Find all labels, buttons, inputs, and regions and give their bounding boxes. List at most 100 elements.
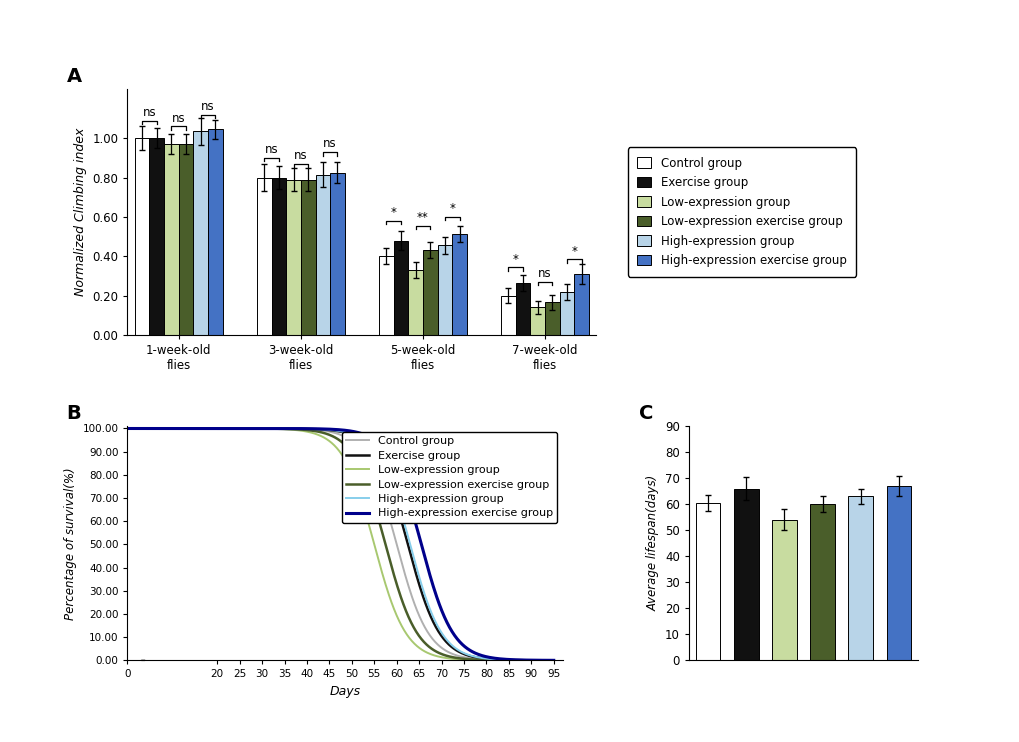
High-expression group <box>323 425 335 434</box>
Bar <box>516 283 530 335</box>
Bar <box>315 174 330 335</box>
Text: A: A <box>66 67 82 85</box>
Line: Control group: Control group <box>127 428 553 660</box>
Text: ns: ns <box>538 267 551 280</box>
Bar <box>500 295 516 335</box>
Bar <box>135 138 150 335</box>
Bar <box>809 505 835 660</box>
High-expression exercise group <box>537 656 549 665</box>
High-expression group <box>326 426 338 435</box>
Line: High-expression exercise group: High-expression exercise group <box>127 428 553 660</box>
Text: **: ** <box>417 211 428 224</box>
Bar <box>393 240 408 335</box>
Y-axis label: Normalized Climbing index: Normalized Climbing index <box>73 128 87 296</box>
Bar <box>257 177 271 335</box>
Bar <box>733 489 758 660</box>
Bar <box>164 144 178 335</box>
High-expression exercise group <box>352 428 364 437</box>
Text: B: B <box>66 404 82 423</box>
Control group <box>471 654 483 663</box>
Low-expression exercise group <box>121 424 133 433</box>
Exercise group <box>323 426 335 435</box>
Legend: Control group, Exercise group, Low-expression group, Low-expression exercise gro: Control group, Exercise group, Low-expre… <box>627 148 855 277</box>
Control group <box>121 424 133 433</box>
Text: ns: ns <box>201 100 215 113</box>
Bar <box>301 180 315 335</box>
Line: High-expression group: High-expression group <box>127 428 553 660</box>
Text: *: * <box>571 245 577 257</box>
Exercise group <box>471 653 483 662</box>
Low-expression exercise group <box>323 430 335 439</box>
Exercise group <box>537 656 549 665</box>
Text: ns: ns <box>143 106 156 119</box>
Bar <box>771 520 796 660</box>
Legend: Control group, Exercise group, Low-expression group, Low-expression exercise gro: Control group, Exercise group, Low-expre… <box>341 432 556 523</box>
High-expression exercise group <box>375 441 387 450</box>
Y-axis label: Percentage of survival(%): Percentage of survival(%) <box>64 467 76 620</box>
Control group <box>375 487 387 496</box>
High-expression exercise group <box>326 425 338 434</box>
Low-expression group <box>547 656 559 665</box>
Line: Low-expression group: Low-expression group <box>127 428 553 660</box>
Bar <box>848 496 872 660</box>
Low-expression exercise group <box>375 525 387 533</box>
Low-expression exercise group <box>352 459 364 467</box>
Low-expression group <box>326 439 338 448</box>
Low-expression group <box>537 656 549 665</box>
Bar <box>559 292 574 335</box>
High-expression exercise group <box>547 656 559 665</box>
Bar <box>271 177 286 335</box>
Bar <box>286 180 301 335</box>
Bar <box>451 234 467 335</box>
Exercise group <box>375 460 387 469</box>
Control group <box>537 656 549 665</box>
Low-expression exercise group <box>471 655 483 664</box>
Text: *: * <box>390 206 396 220</box>
Bar <box>886 486 910 660</box>
High-expression exercise group <box>323 424 335 433</box>
Control group <box>323 427 335 436</box>
High-expression group <box>352 432 364 441</box>
High-expression group <box>537 656 549 665</box>
Bar <box>437 246 451 335</box>
Bar <box>530 307 544 335</box>
Text: *: * <box>448 203 454 215</box>
Exercise group <box>352 433 364 442</box>
Exercise group <box>326 426 338 435</box>
Low-expression group <box>323 437 335 446</box>
Bar <box>194 131 208 335</box>
Low-expression group <box>471 656 483 665</box>
Bar <box>379 256 393 335</box>
High-expression group <box>375 456 387 464</box>
Low-expression group <box>352 485 364 494</box>
Control group <box>352 442 364 451</box>
Low-expression exercise group <box>537 656 549 665</box>
Bar <box>330 173 344 335</box>
Low-expression group <box>121 424 133 433</box>
Exercise group <box>547 656 559 665</box>
Text: ns: ns <box>323 137 336 151</box>
High-expression group <box>547 656 559 665</box>
High-expression exercise group <box>121 424 133 433</box>
Exercise group <box>121 424 133 433</box>
Y-axis label: Average lifespan(days): Average lifespan(days) <box>646 475 659 611</box>
Text: C: C <box>638 404 652 423</box>
Text: ns: ns <box>265 143 278 157</box>
High-expression group <box>471 653 483 662</box>
Bar <box>408 270 423 335</box>
Bar <box>574 274 588 335</box>
Line: Exercise group: Exercise group <box>127 428 553 660</box>
Bar <box>544 303 559 335</box>
Bar <box>150 138 164 335</box>
Text: *: * <box>513 252 518 266</box>
High-expression group <box>121 424 133 433</box>
Low-expression exercise group <box>326 432 338 441</box>
Text: ns: ns <box>293 149 308 162</box>
Control group <box>326 428 338 437</box>
X-axis label: Days: Days <box>329 685 361 698</box>
Bar <box>178 144 194 335</box>
Bar <box>695 503 719 660</box>
Control group <box>547 656 559 665</box>
Line: Low-expression exercise group: Low-expression exercise group <box>127 428 553 660</box>
Low-expression exercise group <box>547 656 559 665</box>
